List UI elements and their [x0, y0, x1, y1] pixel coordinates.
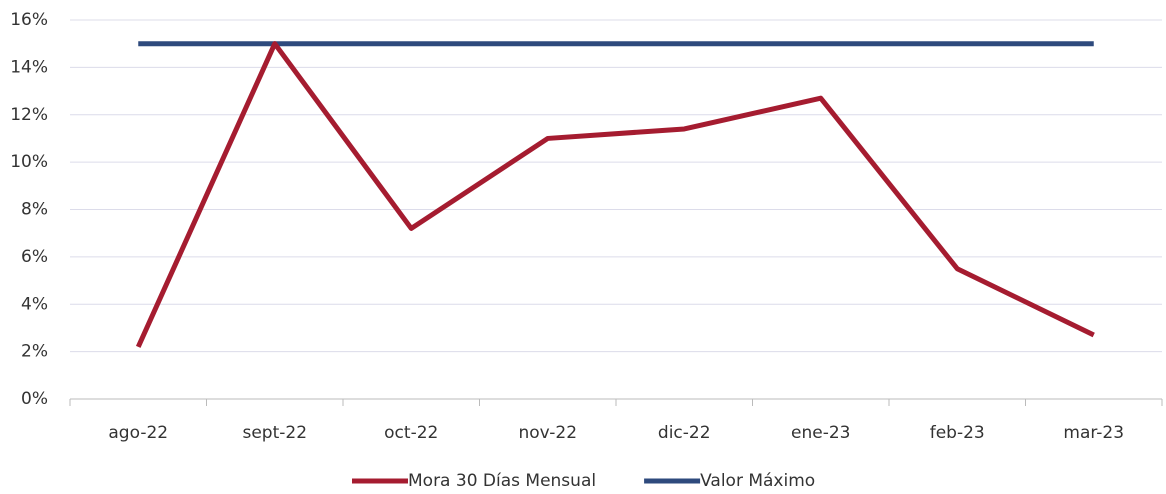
legend-label: Mora 30 Días Mensual — [408, 471, 596, 491]
y-tick-label: 8% — [21, 200, 48, 220]
x-tick-label: ene-23 — [791, 423, 850, 443]
x-tick-label: dic-22 — [658, 423, 711, 443]
y-tick-label: 6% — [21, 247, 48, 267]
y-tick-label: 4% — [21, 294, 48, 314]
y-tick-label: 2% — [21, 342, 48, 362]
y-tick-label: 10% — [10, 152, 48, 172]
legend-label: Valor Máximo — [700, 471, 815, 491]
line-series — [135, 41, 1095, 348]
x-tick-label: feb-23 — [930, 423, 985, 443]
x-tick-label: nov-22 — [518, 423, 577, 443]
x-tick-label: mar-23 — [1063, 423, 1124, 443]
y-tick-label: 16% — [10, 10, 48, 30]
x-tick-label: sept-22 — [242, 423, 307, 443]
y-tick-label: 0% — [21, 389, 48, 409]
y-tick-label: 14% — [10, 57, 48, 77]
x-tick-label: ago-22 — [108, 423, 168, 443]
y-tick-label: 12% — [10, 105, 48, 125]
x-tick-label: oct-22 — [384, 423, 438, 443]
